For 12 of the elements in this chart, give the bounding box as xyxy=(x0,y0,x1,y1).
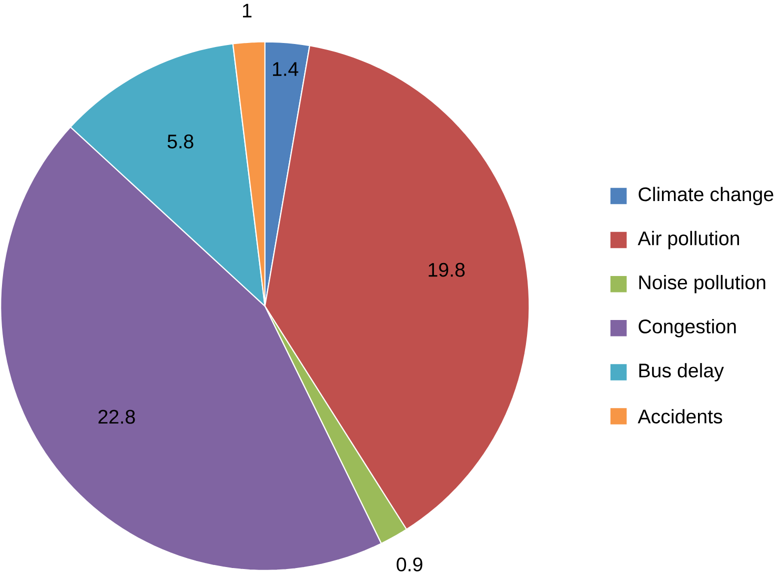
legend-label: Climate change xyxy=(638,186,774,206)
data-label: 1 xyxy=(242,4,252,18)
data-label: 19.8 xyxy=(428,262,465,277)
legend-label: Noise pollution xyxy=(639,274,766,294)
legend-label: Bus delay xyxy=(639,362,724,382)
data-label: 5.8 xyxy=(168,134,194,148)
data-label: 1.4 xyxy=(273,62,298,76)
data-label: 0.9 xyxy=(396,557,422,572)
legend-label: Congestion xyxy=(638,318,736,338)
legend-label: Accidents xyxy=(638,408,722,424)
legend-label: Air pollution xyxy=(638,230,739,250)
data-label: 22.8 xyxy=(98,410,135,424)
